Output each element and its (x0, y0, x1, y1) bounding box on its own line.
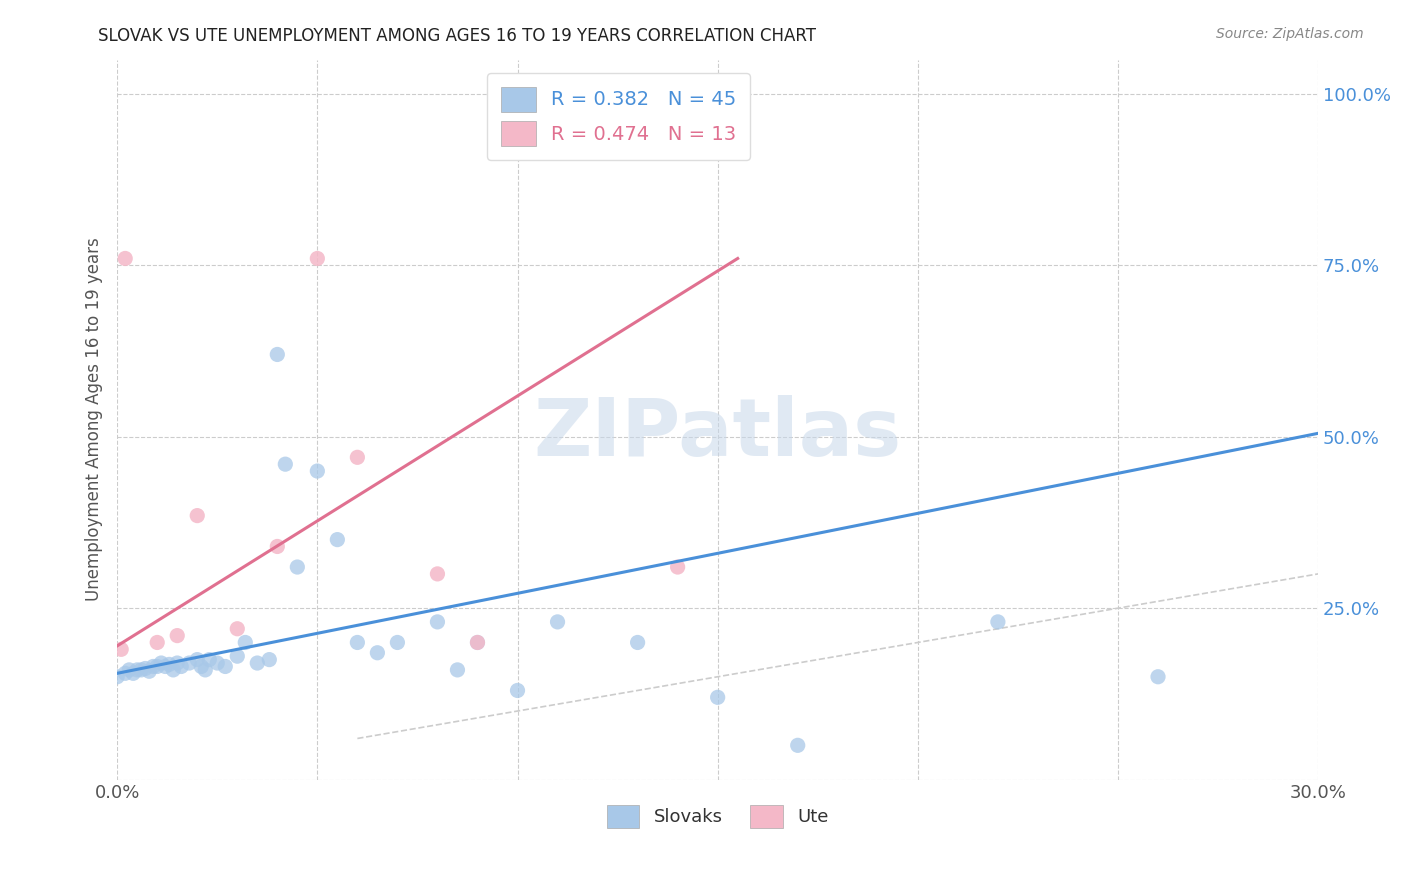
Text: SLOVAK VS UTE UNEMPLOYMENT AMONG AGES 16 TO 19 YEARS CORRELATION CHART: SLOVAK VS UTE UNEMPLOYMENT AMONG AGES 16… (98, 27, 817, 45)
Point (285, 560, 308, 574)
Point (706, 690, 728, 705)
Point (214, 659, 236, 673)
Point (207, 656, 229, 670)
Point (506, 683, 529, 698)
Point (346, 635, 368, 649)
Point (114, 252, 136, 266)
Point (307, 252, 329, 266)
Point (179, 656, 201, 670)
Point (547, 615, 569, 629)
Point (987, 615, 1010, 629)
Point (134, 661, 156, 675)
Point (157, 657, 180, 672)
Point (274, 457, 297, 471)
Point (1147, 670, 1170, 684)
Y-axis label: Unemployment Among Ages 16 to 19 years: Unemployment Among Ages 16 to 19 years (86, 238, 103, 601)
Point (467, 635, 489, 649)
Point (146, 635, 169, 649)
Point (186, 652, 208, 666)
Point (198, 652, 221, 666)
Point (110, 642, 132, 657)
Point (233, 635, 256, 649)
Point (162, 663, 184, 677)
Point (346, 450, 368, 465)
Point (467, 635, 489, 649)
Point (547, 94, 569, 108)
Text: ZIPatlas: ZIPatlas (533, 395, 901, 473)
Point (194, 663, 217, 677)
Point (426, 615, 449, 629)
Point (307, 464, 329, 478)
Point (166, 656, 188, 670)
Point (118, 663, 141, 677)
Point (105, 670, 128, 684)
Point (266, 540, 288, 554)
Point (142, 659, 165, 673)
Point (246, 656, 269, 670)
Point (426, 566, 449, 581)
Point (146, 659, 169, 673)
Point (226, 622, 249, 636)
Point (170, 659, 193, 673)
Point (387, 635, 409, 649)
Point (626, 635, 648, 649)
Point (186, 508, 208, 523)
Point (190, 659, 212, 673)
Point (446, 663, 468, 677)
Point (129, 663, 152, 677)
Point (666, 560, 689, 574)
Point (259, 652, 281, 666)
Point (166, 629, 188, 643)
Text: Source: ZipAtlas.com: Source: ZipAtlas.com (1216, 27, 1364, 41)
Legend: Slovaks, Ute: Slovaks, Ute (600, 797, 835, 836)
Point (226, 649, 249, 664)
Point (326, 533, 349, 547)
Point (122, 666, 145, 681)
Point (266, 347, 288, 361)
Point (114, 666, 136, 681)
Point (155, 659, 177, 673)
Point (150, 656, 173, 670)
Point (138, 665, 160, 679)
Point (127, 663, 149, 677)
Point (366, 646, 388, 660)
Point (786, 739, 808, 753)
